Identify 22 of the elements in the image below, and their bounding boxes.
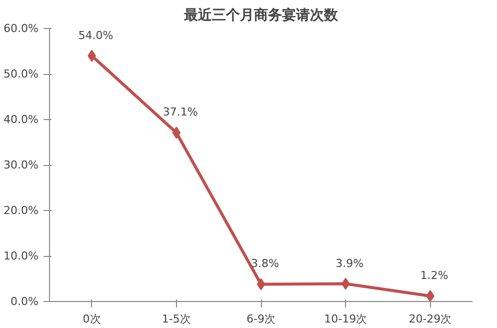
y-tick-label: 0.0% xyxy=(10,295,39,308)
y-tick-label: 20.0% xyxy=(4,204,39,217)
point xyxy=(256,278,266,290)
data-label: 1.2% xyxy=(420,269,448,282)
y-tick-label: 60.0% xyxy=(4,22,39,35)
y-tick-label: 10.0% xyxy=(4,250,39,262)
point xyxy=(426,290,434,302)
y-tick-label: 30.0% xyxy=(4,158,39,172)
y-tick-label: 50.0% xyxy=(4,68,39,80)
y-tick-label: 40.0% xyxy=(4,113,39,126)
data-label: 54.0% xyxy=(78,28,114,42)
x-tick-label: 6-9次 xyxy=(246,312,276,326)
point xyxy=(341,278,350,290)
x-tick-label: 20-29次 xyxy=(408,312,452,326)
x-tick-label: 0次 xyxy=(82,312,101,326)
data-label: 3.8% xyxy=(251,257,279,270)
x-tick-label: 1-5次 xyxy=(162,312,191,326)
data-label: 3.9% xyxy=(336,256,364,270)
chart-title: 最近三个月商务宴请次数 xyxy=(183,6,339,24)
data-label: 37.1% xyxy=(162,106,198,119)
x-tick-label: 10-19次 xyxy=(324,312,368,326)
point xyxy=(172,126,181,139)
